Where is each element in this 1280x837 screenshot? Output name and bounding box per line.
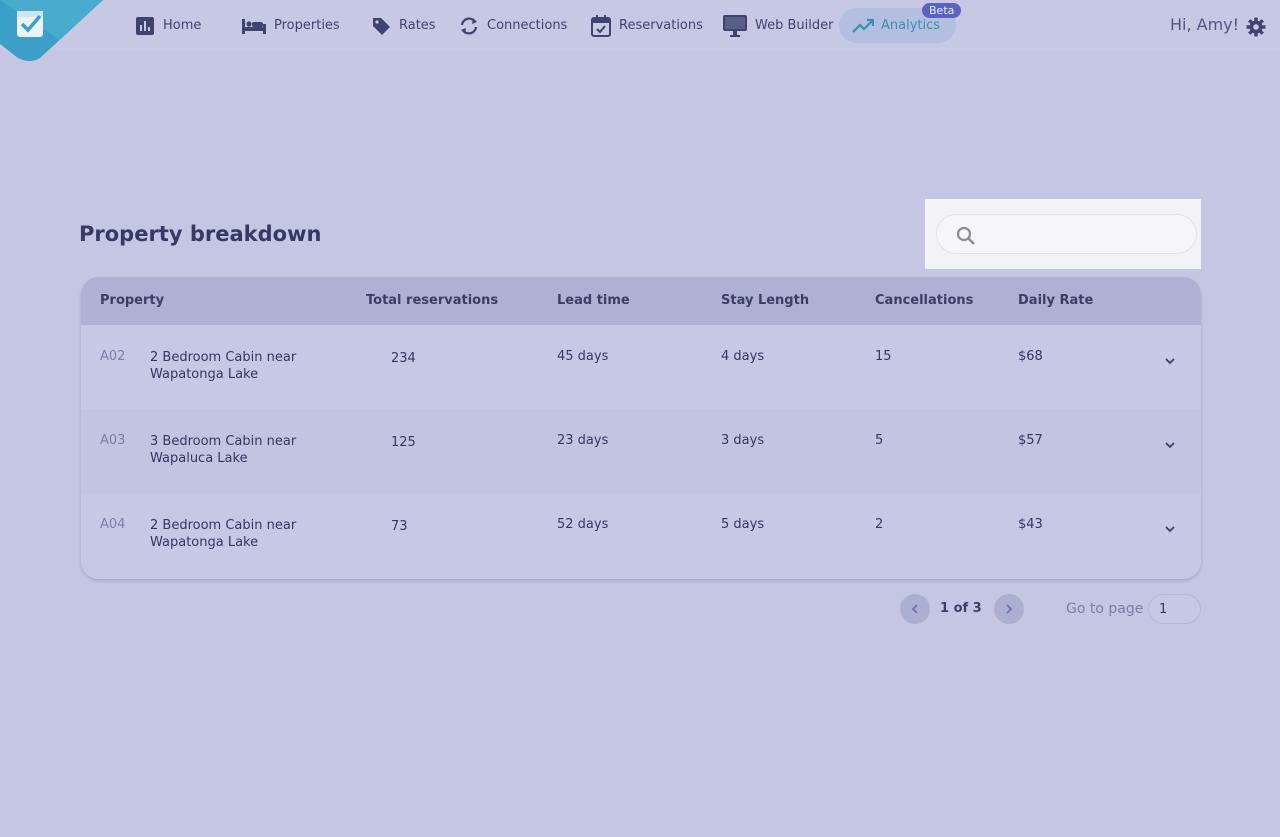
lead-time: 23 days bbox=[557, 433, 609, 448]
nav-item-rates[interactable]: Rates bbox=[369, 8, 436, 43]
stay-length: 3 days bbox=[721, 433, 765, 448]
beta-badge: Beta bbox=[922, 3, 962, 18]
cancellations: 2 bbox=[875, 517, 884, 532]
app-logo[interactable] bbox=[0, 0, 105, 62]
nav-item-label: Reservations bbox=[619, 18, 703, 33]
next-page-button[interactable] bbox=[994, 594, 1024, 624]
property-code: A02 bbox=[100, 349, 126, 364]
daily-rate: $57 bbox=[1018, 433, 1043, 448]
search-input[interactable] bbox=[983, 221, 1183, 247]
nav-item-label: Connections bbox=[487, 18, 568, 33]
column-header-cancellations[interactable]: Cancellations bbox=[875, 293, 974, 308]
monitor-icon bbox=[721, 14, 749, 38]
total-reservations: 234 bbox=[391, 351, 416, 366]
property-code: A04 bbox=[100, 517, 126, 532]
search-box[interactable] bbox=[936, 214, 1197, 254]
go-to-page-label: Go to page bbox=[1066, 601, 1144, 617]
user-greeting: Hi, Amy! bbox=[1170, 15, 1240, 34]
stay-length: 5 days bbox=[721, 517, 765, 532]
table-row[interactable]: A02 2 Bedroom Cabin near Wapatonga Lake … bbox=[81, 325, 1201, 409]
daily-rate: $43 bbox=[1018, 517, 1043, 532]
column-header-daily-rate[interactable]: Daily Rate bbox=[1018, 293, 1094, 308]
cancellations: 15 bbox=[875, 349, 892, 364]
nav-item-properties[interactable]: Properties bbox=[240, 8, 340, 43]
chevron-right-icon bbox=[1003, 600, 1015, 619]
cancellations: 5 bbox=[875, 433, 884, 448]
nav-item-connections[interactable]: Connections bbox=[457, 8, 567, 43]
total-reservations: 125 bbox=[391, 435, 416, 450]
table-row[interactable]: A04 2 Bedroom Cabin near Wapatonga Lake … bbox=[81, 493, 1201, 579]
chevron-left-icon bbox=[909, 600, 921, 619]
bed-icon bbox=[240, 14, 268, 38]
daily-rate: $68 bbox=[1018, 349, 1043, 364]
lead-time: 52 days bbox=[557, 517, 609, 532]
page-title: Property breakdown bbox=[79, 222, 322, 246]
go-to-page-input[interactable] bbox=[1148, 594, 1201, 624]
column-header-property[interactable]: Property bbox=[100, 293, 165, 308]
nav-item-label: Analytics bbox=[881, 18, 941, 33]
previous-page-button[interactable] bbox=[900, 594, 930, 624]
nav-item-reservations[interactable]: Reservations bbox=[589, 8, 703, 43]
property-name: 3 Bedroom Cabin near Wapaluca Lake bbox=[150, 434, 297, 466]
calendar-check-icon bbox=[589, 14, 613, 38]
search-panel bbox=[925, 199, 1201, 269]
nav-item-home[interactable]: Home bbox=[133, 8, 201, 43]
nav-item-label: Properties bbox=[274, 18, 340, 33]
property-code: A03 bbox=[100, 433, 126, 448]
property-name: 2 Bedroom Cabin near Wapatonga Lake bbox=[150, 350, 297, 382]
tag-icon bbox=[369, 14, 393, 38]
bar-chart-icon bbox=[133, 14, 157, 38]
top-nav-bar: Home Properties Rates Connections Reserv… bbox=[0, 0, 1280, 61]
nav-item-web-builder[interactable]: Web Builder bbox=[721, 8, 833, 43]
column-header-total-reservations[interactable]: Total reservations bbox=[366, 293, 499, 308]
page-indicator: 1 of 3 bbox=[940, 601, 982, 616]
stay-length: 4 days bbox=[721, 349, 765, 364]
nav-item-label: Home bbox=[163, 18, 202, 33]
chevron-down-icon[interactable] bbox=[1163, 437, 1177, 451]
column-header-lead-time[interactable]: Lead time bbox=[557, 293, 630, 308]
property-name: 2 Bedroom Cabin near Wapatonga Lake bbox=[150, 518, 297, 550]
table-row[interactable]: A03 3 Bedroom Cabin near Wapaluca Lake 1… bbox=[81, 409, 1201, 493]
trending-up-icon bbox=[851, 14, 875, 38]
chevron-down-icon[interactable] bbox=[1163, 521, 1177, 535]
lead-time: 45 days bbox=[557, 349, 609, 364]
nav-item-label: Rates bbox=[399, 18, 436, 33]
search-icon bbox=[955, 225, 977, 247]
sync-icon bbox=[457, 14, 481, 38]
property-table: Property Total reservations Lead time St… bbox=[81, 277, 1201, 579]
nav-item-label: Web Builder bbox=[755, 18, 834, 33]
chevron-down-icon[interactable] bbox=[1163, 353, 1177, 367]
total-reservations: 73 bbox=[391, 519, 408, 534]
table-header: Property Total reservations Lead time St… bbox=[81, 277, 1201, 325]
column-header-stay-length[interactable]: Stay Length bbox=[721, 293, 810, 308]
gear-icon[interactable] bbox=[1246, 17, 1266, 37]
